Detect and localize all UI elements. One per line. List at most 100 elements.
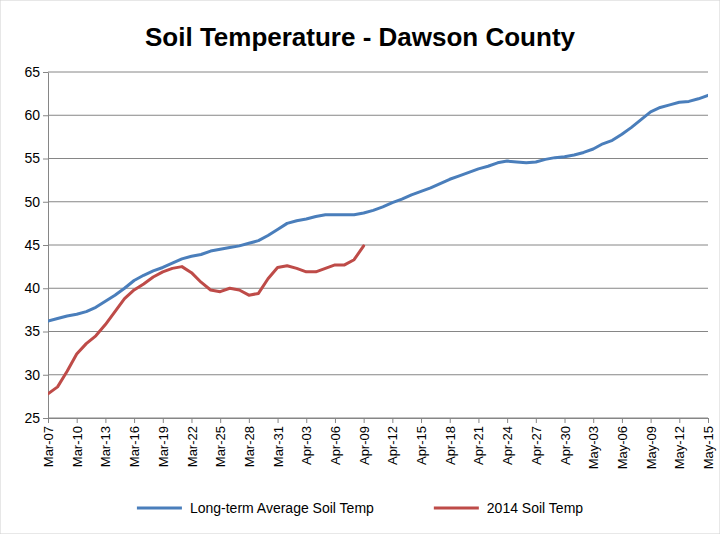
x-tick-label: Apr-24 [500,426,515,465]
x-tick-mark [335,418,336,423]
y-tick: 60 [24,107,48,123]
x-tick-label: Apr-06 [328,426,343,465]
chart: Soil Temperature - Dawson County 25 30 35 40… [0,0,720,534]
x-tick: Apr-15 [414,418,429,465]
x-tick-mark [593,418,594,423]
y-tick-mark [43,159,48,160]
title: Soil Temperature - Dawson County [145,22,576,52]
x-tick: Apr-18 [443,418,458,465]
y-tick: 50 [24,194,48,210]
x-tick-mark [507,418,508,423]
y-tick-label: 65 [24,64,40,80]
y-tick-label: 25 [24,410,40,426]
x-tick: Apr-06 [328,418,343,465]
series-line [48,95,708,321]
y-tick: 40 [24,280,48,296]
x-tick-label: May-06 [615,426,630,469]
x-tick-label: Apr-27 [529,426,544,465]
x-tick: Mar-31 [271,418,286,467]
x-tick-label: Apr-30 [558,426,573,465]
grid-line [48,374,708,375]
x-tick-label: Mar-10 [70,426,85,467]
grid-line [48,331,708,332]
x-tick-label: May-15 [701,426,716,469]
x-tick-label: Apr-03 [299,426,314,465]
x-tick-mark [364,418,365,423]
x-tick-mark [77,418,78,423]
grid-line [48,158,708,159]
x-tick-mark [191,418,192,423]
x-tick-mark [105,418,106,423]
x-tick: Mar-22 [185,418,200,467]
y-tick-label: 30 [24,367,40,383]
legend-swatch [434,507,479,510]
x-tick: Apr-21 [471,418,486,465]
x-tick-mark [651,418,652,423]
x-tick: May-15 [701,418,716,469]
lines [48,95,708,393]
x-tick-mark [478,418,479,423]
y-tick-label: 35 [24,323,40,339]
grid-line [48,72,708,73]
x-tick-label: May-03 [586,426,601,469]
y-tick-label: 50 [24,194,40,210]
x-tick: Mar-13 [98,418,113,467]
x-tick: Apr-12 [385,418,400,465]
legend-item: 2014 Soil Temp [434,500,583,516]
x-tick-label: Mar-19 [156,426,171,467]
x-tick: May-12 [672,418,687,469]
x-tick: May-03 [586,418,601,469]
y-axis: 25 30 35 40 45 50 55 60 65 [24,64,48,426]
x-axis: Mar-07 Mar-10 Mar-13 Mar-16 Mar-19 Mar-22 Mar-… [41,418,716,469]
x-tick-label: Apr-21 [471,426,486,465]
x-tick-label: Mar-22 [185,426,200,467]
y-tick-mark [43,375,48,376]
y-tick-mark [43,115,48,116]
x-tick-mark [249,418,250,423]
x-tick: Apr-03 [299,418,314,465]
x-tick: Mar-10 [70,418,85,467]
x-tick: Apr-30 [558,418,573,465]
x-tick-label: Apr-09 [357,426,372,465]
y-tick-mark [43,332,48,333]
y-tick-label: 60 [24,107,40,123]
x-tick-mark [708,418,709,423]
x-tick-label: Mar-16 [127,426,142,467]
y-tick: 55 [24,150,48,166]
x-tick-mark [163,418,164,423]
y-axis-line [48,73,49,419]
background [0,0,720,534]
x-tick-label: Apr-18 [443,426,458,465]
x-tick-mark [622,418,623,423]
x-tick-mark [450,418,451,423]
x-tick-label: Mar-25 [213,426,228,467]
legend-label: Long-term Average Soil Temp [190,500,374,516]
x-tick-label: Mar-31 [271,426,286,467]
x-tick-label: Mar-28 [242,426,257,467]
x-tick-mark [134,418,135,423]
x-tick: Mar-07 [41,418,56,467]
x-tick: Mar-19 [156,418,171,467]
x-tick: May-09 [644,418,659,469]
grid-line [48,115,708,116]
grid-line [48,245,708,246]
x-tick-mark [306,418,307,423]
x-tick-mark [48,418,49,423]
y-tick-mark [43,72,48,73]
x-tick: Apr-09 [357,418,372,465]
plot: 253035404550556065Mar-07Mar-10Mar-13Mar-… [24,64,716,469]
x-tick-mark [392,418,393,423]
x-tick-mark [421,418,422,423]
x-tick: Mar-25 [213,418,228,467]
x-tick-mark [278,418,279,423]
legend-swatch [137,507,182,510]
y-tick-mark [43,245,48,246]
legend-item: Long-term Average Soil Temp [137,500,374,516]
y-tick-mark [43,418,48,419]
legend-label: 2014 Soil Temp [487,500,583,516]
x-tick: Apr-27 [529,418,544,465]
y-tick: 45 [24,237,48,253]
grid-line [48,288,708,289]
x-tick: Mar-16 [127,418,142,467]
x-tick-label: Apr-12 [385,426,400,465]
